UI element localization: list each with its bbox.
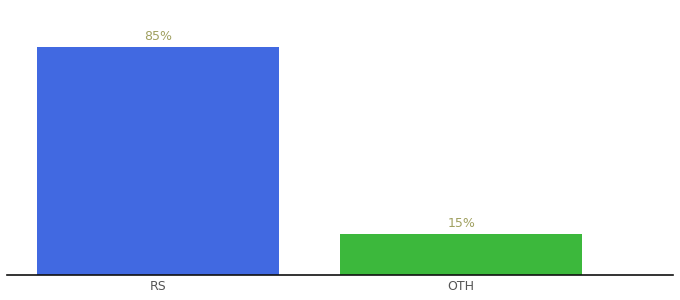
Bar [37,47,279,274]
Text: 15%: 15% [447,218,475,230]
Bar [340,234,582,274]
Text: 85%: 85% [144,30,172,43]
